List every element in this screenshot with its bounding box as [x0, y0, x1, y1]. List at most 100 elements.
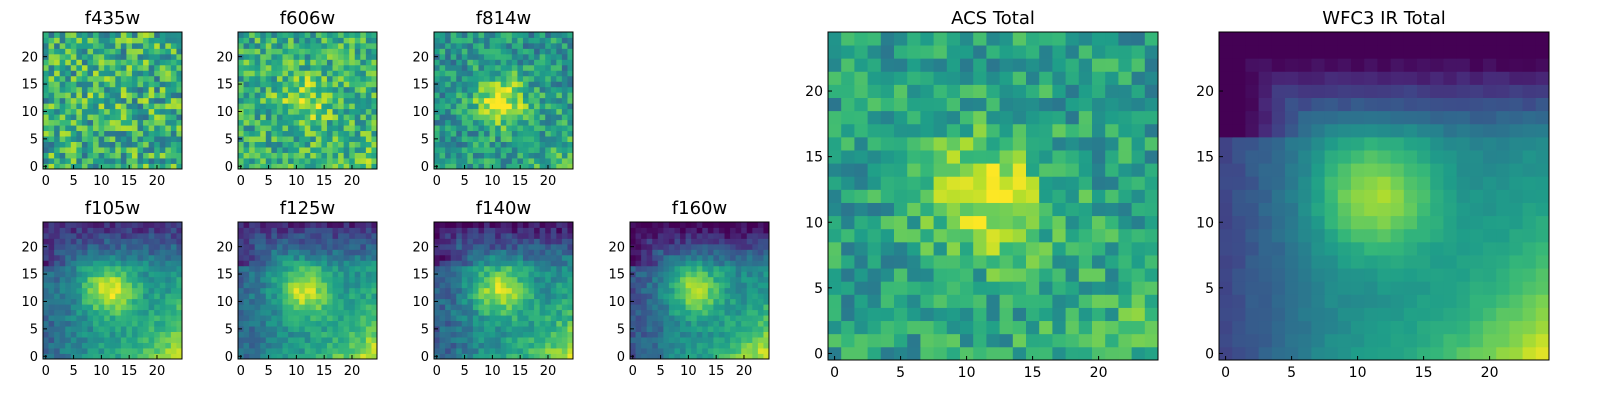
heatmap-cell	[148, 337, 155, 343]
heatmap-cell	[304, 119, 311, 126]
heatmap-cell	[115, 108, 122, 115]
heatmap-cell	[763, 309, 770, 316]
heatmap-cell	[478, 326, 485, 332]
heatmap-cell	[265, 254, 272, 261]
heatmap-cell	[137, 222, 144, 228]
heatmap-cell	[668, 254, 675, 261]
heatmap-cell	[243, 75, 250, 82]
heatmap-cell	[93, 271, 99, 278]
heatmap-cell	[668, 287, 675, 294]
heatmap-cell	[752, 337, 759, 343]
heatmap-cell	[718, 326, 725, 332]
heatmap-cell	[76, 32, 83, 38]
heatmap-cell	[730, 227, 737, 234]
heatmap-cell	[238, 130, 244, 137]
heatmap-cell	[299, 125, 306, 132]
heatmap-cell	[243, 158, 250, 164]
heatmap-cell	[43, 315, 49, 322]
heatmap-cell	[159, 59, 166, 66]
heatmap-cell	[98, 309, 105, 316]
heatmap-cell	[495, 32, 502, 38]
heatmap-cell	[545, 287, 552, 294]
heatmap-cell	[528, 282, 535, 289]
heatmap-cell	[143, 163, 150, 170]
heatmap-cell	[450, 75, 457, 82]
heatmap-cell	[522, 260, 529, 267]
heatmap-cell	[472, 64, 479, 71]
heatmap-cell	[445, 92, 452, 99]
heatmap-cell	[354, 147, 361, 153]
heatmap-cell	[81, 48, 88, 55]
heatmap-cell	[741, 254, 748, 261]
heatmap-cell	[310, 136, 317, 142]
heatmap-cell	[271, 238, 278, 245]
heatmap-cell	[528, 298, 535, 305]
heatmap-cell	[1131, 255, 1146, 269]
heatmap-cell	[48, 48, 55, 55]
heatmap-cell	[567, 293, 574, 300]
heatmap-cell	[696, 315, 703, 322]
heatmap-cell	[691, 282, 698, 289]
heatmap-cell	[343, 42, 350, 49]
heatmap-cell	[293, 75, 300, 82]
heatmap-cell	[59, 249, 66, 256]
panel-frame	[629, 221, 770, 360]
heatmap-cell	[332, 342, 339, 349]
heatmap-cell	[304, 136, 311, 142]
heatmap-cell	[360, 265, 367, 272]
heatmap-cell	[1065, 176, 1080, 190]
heatmap-cell	[109, 227, 116, 234]
heatmap-cell	[894, 346, 908, 361]
heatmap-cell	[735, 298, 742, 305]
heatmap-cell	[365, 70, 372, 77]
heatmap-cell	[478, 238, 485, 245]
heatmap-cell	[506, 315, 513, 322]
heatmap-cell	[556, 108, 563, 115]
heatmap-cell	[109, 108, 116, 115]
heatmap-cell	[81, 337, 88, 343]
heatmap-cell	[360, 320, 367, 327]
heatmap-cell	[1012, 189, 1027, 203]
heatmap-cell	[243, 337, 250, 343]
heatmap-cell	[288, 260, 294, 267]
heatmap-cell	[495, 304, 502, 311]
heatmap-cell	[730, 298, 737, 305]
heatmap-cell	[500, 271, 507, 278]
heatmap-cell	[332, 298, 339, 305]
heatmap-cell	[561, 287, 568, 294]
heatmap-cell	[288, 298, 294, 305]
heatmap-cell	[456, 125, 463, 132]
heatmap-cell	[271, 293, 278, 300]
heatmap-cell	[349, 92, 356, 99]
heatmap-cell	[1052, 150, 1066, 164]
heatmap-cell	[439, 163, 446, 170]
heatmap-cell	[48, 342, 55, 349]
heatmap-cell	[668, 342, 675, 349]
heatmap-cell	[87, 265, 94, 272]
heatmap-cell	[1131, 281, 1146, 295]
heatmap-cell	[249, 293, 256, 300]
heatmap-cell	[567, 75, 574, 82]
heatmap-cell	[293, 331, 300, 338]
heatmap-cell	[154, 119, 161, 126]
heatmap-cell	[450, 243, 457, 250]
heatmap-cell	[973, 241, 987, 256]
heatmap-cell	[674, 293, 681, 300]
heatmap-cell	[165, 119, 172, 126]
heatmap-cell	[249, 59, 256, 66]
heatmap-cell	[176, 331, 183, 338]
heatmap-cell	[243, 119, 250, 126]
heatmap-cell	[556, 331, 563, 338]
heatmap-cell	[65, 152, 72, 159]
heatmap-cell	[81, 265, 88, 272]
heatmap-cell	[98, 326, 105, 332]
heatmap-cell	[126, 64, 133, 71]
heatmap-cell	[517, 70, 524, 77]
heatmap-cell	[456, 342, 463, 349]
heatmap-cell	[338, 331, 345, 338]
heatmap-cell	[271, 114, 278, 121]
heatmap-cell	[539, 125, 546, 132]
heatmap-cell	[735, 326, 742, 332]
heatmap-cell	[282, 64, 289, 71]
heatmap-cell	[663, 315, 670, 322]
